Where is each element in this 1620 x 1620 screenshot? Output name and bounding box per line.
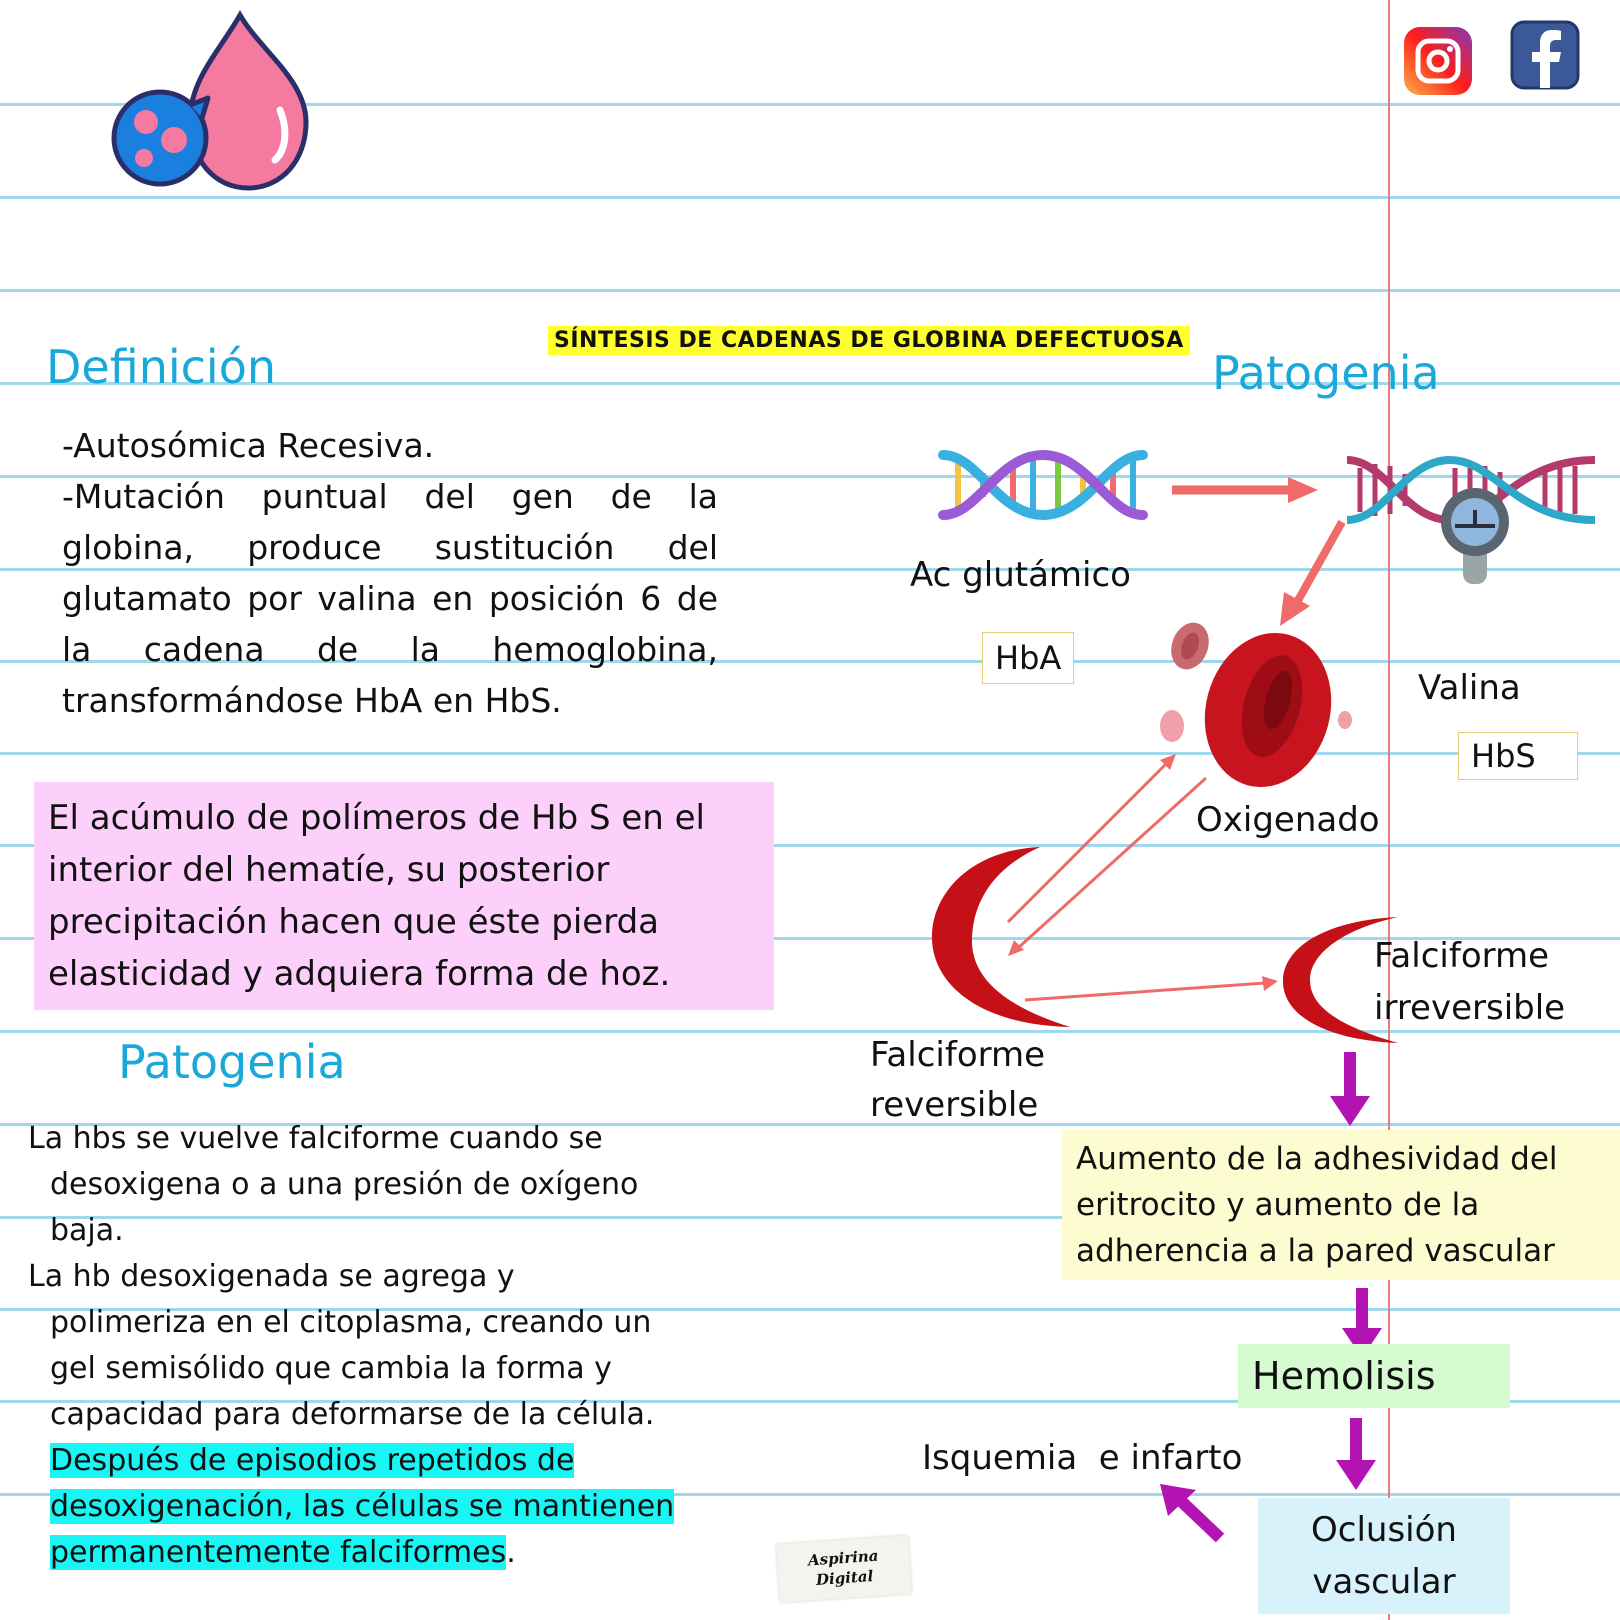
definicion-line-1: -Autosómica Recesiva. xyxy=(62,426,435,465)
instagram-icon[interactable] xyxy=(1402,25,1474,97)
falciforme-reversible-line-1: Falciforme xyxy=(870,1035,1046,1075)
patogenia-p1-line-a: La hbs se vuelve falciforme cuando se xyxy=(28,1121,603,1156)
definicion-text: -Autosómica Recesiva. -Mutación puntual … xyxy=(62,420,718,726)
arrow-to-red-cell xyxy=(1280,520,1346,626)
margin-line xyxy=(1388,0,1390,1620)
purple-arrow-1 xyxy=(1330,1052,1370,1126)
falciforme-irreversible-line-1: Falciforme xyxy=(1374,936,1550,976)
falciforme-reversible-line-2: reversible xyxy=(870,1085,1039,1125)
dna-helix-icon xyxy=(938,449,1148,521)
purple-arrow-3 xyxy=(1336,1418,1376,1490)
isquemia-label: Isquemia e infarto xyxy=(922,1438,1243,1478)
oxigenado-label: Oxigenado xyxy=(1196,800,1380,840)
ac-glutamico-label: Ac glutámico xyxy=(910,555,1131,595)
hemolisis-box: Hemolisis xyxy=(1238,1344,1510,1408)
falciforme-irreversible-line-2: irreversible xyxy=(1374,988,1566,1028)
aspirina-digital-watermark: Aspirina Digital xyxy=(776,1535,912,1603)
patogenia-p1-line-b: desoxigena o a una presión de oxígeno xyxy=(50,1167,639,1202)
dna-mutated-magnifier-icon xyxy=(1346,455,1596,584)
patogenia-p3-period: . xyxy=(506,1535,516,1570)
red-blood-cell-icon xyxy=(1160,622,1352,788)
sickle-cell-reversible-icon xyxy=(931,847,1070,1027)
arrow-dna-mutation xyxy=(1172,477,1318,503)
adhesividad-box: Aumento de la adhesividad del eritrocito… xyxy=(1062,1130,1620,1280)
purple-arrow-isquemia xyxy=(1160,1484,1225,1543)
patogenia-text: La hbs se vuelve falciforme cuando se de… xyxy=(28,1116,728,1576)
patogenia-heading-left: Patogenia xyxy=(118,1035,346,1089)
patogenia-p3-line-c: permanentemente falciformes xyxy=(50,1535,507,1570)
oclusion-box: Oclusión vascular xyxy=(1258,1498,1510,1614)
sickle-cell-irreversible-icon xyxy=(1282,917,1398,1043)
arrow-reversible-to-irreversible xyxy=(1024,976,1278,1002)
patogenia-p2-line-c: gel semisólido que cambia la forma y xyxy=(50,1351,612,1386)
patogenia-p2-line-a: La hb desoxigenada se agrega y xyxy=(28,1259,515,1294)
falciforme-irreversible-label: Falciforme irreversible xyxy=(1374,930,1565,1034)
facebook-icon[interactable] xyxy=(1510,20,1580,90)
patogenia-p3-line-a: Después de episodios repetidos de xyxy=(50,1443,575,1478)
blood-drop-logo xyxy=(111,9,309,191)
page-title: SÍNTESIS DE CADENAS DE GLOBINA DEFECTUOS… xyxy=(548,326,1190,355)
patogenia-p1-line-c: baja. xyxy=(50,1213,124,1248)
hbs-label: HbS xyxy=(1458,732,1578,780)
falciforme-reversible-label: Falciforme reversible xyxy=(870,1030,1045,1130)
polimeros-note: El acúmulo de polímeros de Hb S en el in… xyxy=(34,782,774,1010)
patogenia-p2-line-d: capacidad para deformarse de la célula. xyxy=(50,1397,655,1432)
purple-arrow-2 xyxy=(1342,1288,1382,1358)
patogenia-p3-line-b: desoxigenación, las células se mantienen xyxy=(50,1489,675,1524)
hba-label: HbA xyxy=(982,632,1075,684)
definicion-line-2: -Mutación puntual del gen de la globina,… xyxy=(62,477,718,720)
definicion-heading: Definición xyxy=(46,340,276,394)
arrows-oxygenation-cycle xyxy=(1006,754,1208,956)
valina-label: Valina xyxy=(1418,668,1521,708)
patogenia-heading-right: Patogenia xyxy=(1212,346,1440,400)
patogenia-p2-line-b: polimeriza en el citoplasma, creando un xyxy=(50,1305,652,1340)
